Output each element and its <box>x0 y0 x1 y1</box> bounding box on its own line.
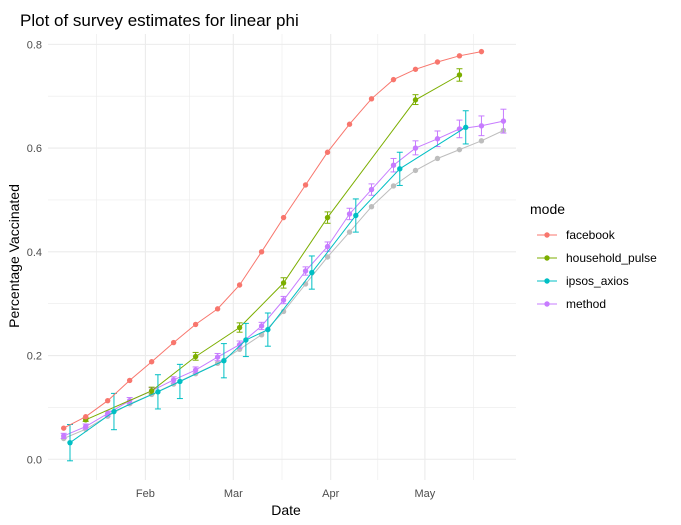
series-line <box>63 51 482 429</box>
legend-label: household_pulse <box>566 251 657 265</box>
data-point <box>324 254 331 260</box>
y-tick-label: 0.0 <box>27 454 42 466</box>
data-point <box>236 324 243 331</box>
data-point <box>368 96 375 102</box>
data-point <box>221 358 227 364</box>
data-point <box>412 145 419 151</box>
data-point <box>390 183 397 189</box>
data-point <box>478 138 485 144</box>
series-facebook-group <box>61 48 485 431</box>
data-point <box>280 280 287 286</box>
data-point <box>478 123 485 129</box>
data-point <box>192 353 199 360</box>
data-point <box>236 341 243 348</box>
data-point <box>61 425 67 431</box>
legend-label: facebook <box>566 228 616 242</box>
data-point <box>148 388 155 394</box>
grid-lines <box>48 34 516 480</box>
legend: mode facebook household_pulse ipsos_axiosm… <box>530 201 657 311</box>
x-axis-title: Date <box>271 502 301 518</box>
y-axis-title: Percentage Vaccinated <box>6 184 22 328</box>
legend-title: mode <box>530 201 565 217</box>
data-point <box>412 66 419 72</box>
data-point <box>412 97 419 103</box>
data-point <box>456 72 463 78</box>
data-point <box>434 136 441 142</box>
y-tick-label: 0.8 <box>27 39 42 51</box>
data-point <box>324 149 331 155</box>
data-point <box>434 155 441 162</box>
x-tick-label: Apr <box>322 488 339 500</box>
data-point <box>280 214 287 221</box>
data-point <box>456 53 463 59</box>
data-point <box>456 146 463 153</box>
data-point <box>236 282 243 288</box>
data-point <box>258 249 265 255</box>
legend-key-point <box>544 301 550 307</box>
data-point <box>170 339 177 346</box>
y-tick-label: 0.4 <box>27 247 42 259</box>
y-tick-label: 0.2 <box>27 351 42 363</box>
data-point <box>192 367 199 373</box>
legend-key-point <box>544 255 550 261</box>
data-point <box>82 414 89 420</box>
data-point <box>368 203 375 210</box>
data-point <box>111 408 117 415</box>
series-household_pulse-group <box>82 68 463 423</box>
data-point <box>280 308 287 315</box>
data-point <box>346 229 353 235</box>
data-point <box>434 59 441 65</box>
data-point <box>346 121 353 127</box>
data-point <box>214 306 221 312</box>
data-point <box>463 124 469 131</box>
chart-title: Plot of survey estimates for linear phi <box>20 11 299 30</box>
data-point <box>324 214 331 221</box>
data-point <box>353 212 359 219</box>
legend-label: ipsos_axios <box>566 274 629 288</box>
data-point <box>309 269 315 276</box>
axis-ticks: 0.0 0.2 0.4 0.6 0.8 Feb Mar Apr May <box>27 39 436 500</box>
data-point <box>265 326 271 333</box>
data-point <box>500 118 507 124</box>
x-tick-label: May <box>415 488 436 500</box>
x-tick-label: Mar <box>224 488 243 500</box>
plot-series <box>60 48 507 462</box>
data-point <box>82 423 89 430</box>
data-point <box>61 433 67 439</box>
series-line <box>69 126 466 444</box>
data-point <box>177 378 183 385</box>
data-point <box>390 76 397 83</box>
data-point <box>214 354 221 360</box>
data-point <box>243 337 249 343</box>
data-point <box>170 377 177 383</box>
x-tick-label: Feb <box>136 488 155 500</box>
legend-key-point <box>544 232 550 238</box>
legend-key-point <box>544 278 550 284</box>
data-point <box>148 359 155 365</box>
data-point <box>324 243 331 250</box>
data-point <box>192 321 199 328</box>
data-point <box>390 162 397 168</box>
series-line <box>85 74 460 421</box>
data-point <box>302 182 309 188</box>
data-point <box>397 166 403 172</box>
data-point <box>280 297 287 303</box>
data-point <box>346 211 353 217</box>
data-point <box>302 268 309 274</box>
data-point <box>155 389 161 395</box>
data-point <box>67 439 73 446</box>
data-point <box>104 397 111 404</box>
data-point <box>478 48 485 55</box>
data-point <box>368 186 375 193</box>
legend-label: method <box>566 297 606 311</box>
data-point <box>412 167 419 174</box>
y-tick-label: 0.6 <box>27 143 42 155</box>
data-point <box>126 377 133 384</box>
series-ipsos_axios-group <box>66 110 469 462</box>
data-point <box>258 323 265 329</box>
